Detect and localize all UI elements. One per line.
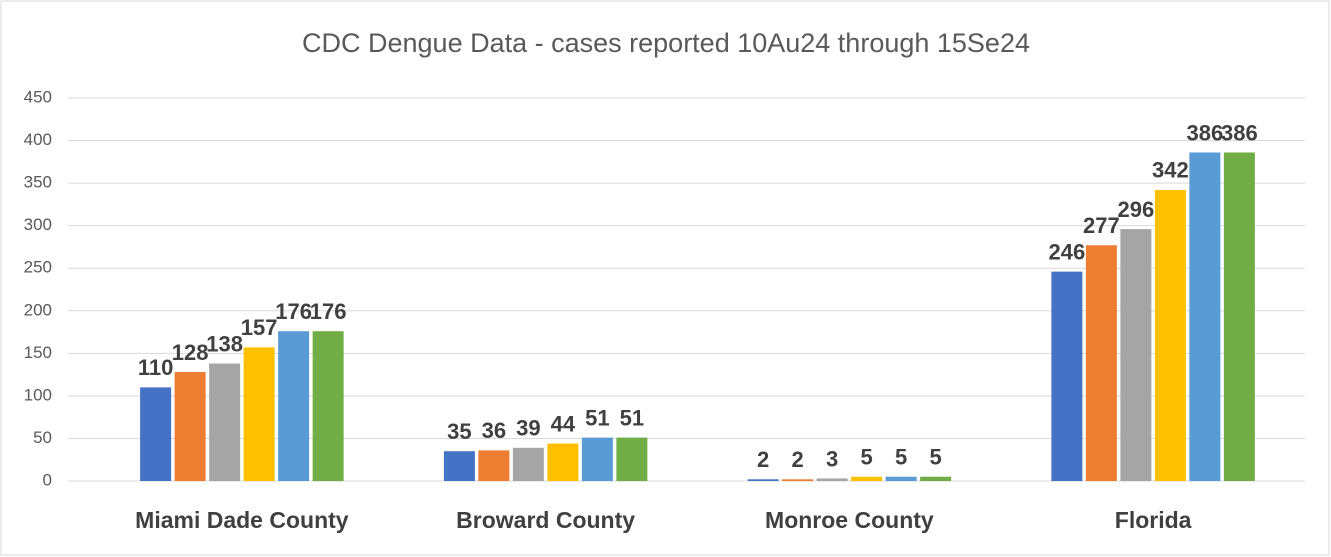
data-label: 51 xyxy=(620,405,644,430)
data-label: 386 xyxy=(1221,120,1258,145)
bar xyxy=(209,363,241,481)
data-label: 5 xyxy=(895,445,907,470)
data-label: 342 xyxy=(1152,158,1189,183)
data-label: 157 xyxy=(241,315,278,340)
x-tick-label: Monroe County xyxy=(765,507,934,533)
bar xyxy=(547,443,579,481)
y-tick-label: 400 xyxy=(24,130,52,149)
bar xyxy=(278,331,310,481)
bar xyxy=(920,476,952,481)
x-tick-label: Broward County xyxy=(456,507,635,533)
bar xyxy=(1223,152,1255,481)
bar xyxy=(1051,271,1083,481)
bar xyxy=(616,437,648,481)
data-label: 246 xyxy=(1049,239,1086,264)
data-label: 35 xyxy=(447,419,471,444)
data-label: 128 xyxy=(172,340,209,365)
bar xyxy=(747,479,779,481)
data-label: 110 xyxy=(138,355,174,380)
y-tick-label: 50 xyxy=(33,428,52,447)
bar xyxy=(1189,152,1221,481)
bar xyxy=(478,450,510,481)
x-tick-label: Miami Dade County xyxy=(135,507,349,533)
bar xyxy=(443,451,475,481)
bar xyxy=(1154,189,1186,482)
data-label: 138 xyxy=(206,331,243,356)
bar xyxy=(816,478,848,481)
data-label: 2 xyxy=(757,447,769,472)
bar xyxy=(1085,245,1117,481)
bar xyxy=(140,387,172,481)
y-tick-label: 250 xyxy=(24,258,52,277)
bar xyxy=(851,476,883,481)
y-tick-label: 200 xyxy=(24,300,52,319)
y-tick-label: 0 xyxy=(43,470,52,489)
data-label: 2 xyxy=(792,447,804,472)
y-tick-label: 100 xyxy=(24,385,52,404)
bar xyxy=(312,331,344,481)
data-label: 36 xyxy=(482,418,506,443)
data-label: 39 xyxy=(516,416,540,441)
y-tick-label: 350 xyxy=(24,173,52,192)
y-tick-label: 300 xyxy=(24,215,52,234)
data-label: 176 xyxy=(310,299,347,324)
data-label: 51 xyxy=(585,405,609,430)
data-label: 3 xyxy=(826,446,838,471)
y-tick-label: 150 xyxy=(24,343,52,362)
bar xyxy=(1120,229,1152,481)
bar xyxy=(243,347,275,481)
data-label: 296 xyxy=(1118,197,1155,222)
bar xyxy=(581,437,613,481)
chart-title: CDC Dengue Data - cases reported 10Au24 … xyxy=(302,28,1030,58)
bar xyxy=(174,372,206,481)
x-tick-label: Florida xyxy=(1115,507,1192,533)
bar xyxy=(782,479,814,481)
data-label: 386 xyxy=(1187,120,1224,145)
bar xyxy=(885,476,917,481)
data-label: 5 xyxy=(861,445,873,470)
bar xyxy=(512,447,544,481)
data-label: 5 xyxy=(930,445,942,470)
data-label: 277 xyxy=(1083,213,1120,238)
data-label: 176 xyxy=(275,299,312,324)
y-tick-label: 450 xyxy=(24,87,52,106)
data-label: 44 xyxy=(551,411,576,436)
